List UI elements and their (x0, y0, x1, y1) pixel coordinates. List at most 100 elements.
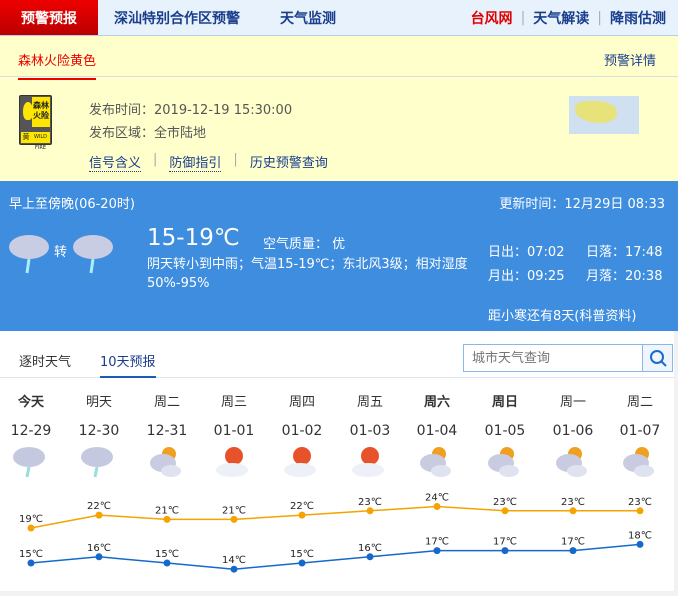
day-name: 周一 (559, 395, 586, 410)
issue-area: 发布区域：全市陆地 (89, 126, 207, 141)
high-point (163, 515, 171, 523)
nav-link-0[interactable]: 台风网 (470, 10, 513, 27)
warning-area-map[interactable] (569, 96, 639, 134)
high-label: 22℃ (87, 501, 111, 512)
rain-icon (81, 447, 113, 478)
nav-shenshan-warning[interactable]: 深汕特别合作区预警 (114, 10, 240, 27)
solar-term-link[interactable]: 距小寒还有8天(科普资料) (488, 309, 637, 324)
search-icon (649, 350, 667, 367)
tab-10day[interactable]: 10天预报 (100, 351, 156, 378)
day-date: 12-31 (146, 423, 188, 439)
day-name: 周三 (220, 395, 247, 410)
day-name: 周五 (356, 395, 383, 410)
nav-warning-forecast[interactable]: 预警预报 (0, 0, 98, 35)
high-point (230, 515, 238, 523)
day-date: 01-03 (349, 423, 391, 439)
low-point (569, 547, 577, 555)
day-date: 01-02 (281, 423, 323, 439)
sunset: 日落：17:48 (586, 245, 663, 260)
forecast-day: 周三 01-01 (204, 391, 264, 485)
forecast-day: 明天 12-30 (69, 391, 129, 485)
weather-desc: 阴天转小到中雨；气温15-19℃；东北风3级；相对湿度50%-95% (147, 257, 468, 291)
low-label: 16℃ (87, 543, 111, 554)
sunrise: 日出：07:02 (488, 245, 565, 260)
warning-detail-link[interactable]: 预警详情 (603, 54, 656, 69)
nav-separator: | (520, 9, 526, 26)
rain-cloud-icon: 转 (9, 235, 113, 274)
history-warning-link[interactable]: 历史预警查询 (249, 156, 328, 171)
low-point (95, 553, 103, 561)
forecast-day: 今天 12-29 (1, 391, 61, 485)
rain-icon (13, 447, 45, 478)
defense-guide-link[interactable]: 防御指引 (169, 152, 222, 172)
day-date: 01-07 (619, 423, 661, 439)
day-name: 周二 (626, 395, 653, 410)
forecast-day: 周四 01-02 (272, 391, 332, 485)
day-date: 12-30 (78, 423, 120, 439)
moonset: 月落：20:38 (586, 269, 663, 284)
high-point (366, 507, 374, 515)
high-label: 24℃ (425, 493, 449, 504)
sunny-cloudy-icon (284, 447, 316, 477)
day-date: 01-05 (484, 423, 526, 439)
low-point (230, 565, 238, 573)
low-point (27, 559, 35, 567)
svg-text:转: 转 (54, 245, 67, 260)
fire-icon (23, 102, 33, 120)
city-search (463, 344, 673, 372)
high-label: 23℃ (493, 497, 517, 508)
day-date: 01-01 (213, 423, 255, 439)
partly-cloudy-icon (150, 447, 181, 477)
high-label: 22℃ (290, 501, 314, 512)
temp-range: 15-19℃ (147, 225, 240, 251)
high-point (95, 511, 103, 519)
low-point (636, 540, 644, 548)
tab-forest-fire-yellow[interactable]: 森林火险黄色 (18, 50, 97, 80)
high-label: 23℃ (561, 497, 585, 508)
today-weather: 早上至傍晚(06-20时) 更新时间：12月29日 08:33 转 15-19℃… (0, 181, 678, 331)
low-label: 15℃ (19, 549, 43, 560)
warning-links: 信号含义 | 防御指引 | 历史预警查询 (89, 152, 328, 172)
high-label: 21℃ (155, 505, 179, 516)
top-nav: 预警预报 深汕特别合作区预警 天气监测 台风网 | 天气解读 | 降雨估测 (0, 0, 678, 36)
day-name: 周二 (153, 395, 180, 410)
signal-meaning-link[interactable]: 信号含义 (89, 152, 142, 172)
partly-cloudy-icon (488, 447, 519, 477)
day-date: 01-06 (552, 423, 594, 439)
low-label: 18℃ (628, 530, 652, 541)
day-date: 12-29 (10, 423, 52, 439)
low-point (501, 547, 509, 555)
low-point (433, 547, 441, 555)
low-label: 17℃ (493, 537, 517, 548)
day-name: 周六 (423, 395, 450, 410)
forecast-day: 周二 12-31 (137, 391, 197, 485)
low-label: 17℃ (561, 537, 585, 548)
forecast-day: 周六 01-04 (407, 391, 467, 485)
forecast-day: 周一 01-06 (543, 391, 603, 485)
signal-en: WILD FIRE (31, 132, 50, 151)
low-label: 14℃ (222, 555, 246, 566)
forecast-day: 周日 01-05 (475, 391, 535, 485)
search-button[interactable] (642, 345, 672, 371)
partly-cloudy-icon (420, 447, 451, 477)
nav-weather-monitor[interactable]: 天气监测 (280, 10, 336, 27)
forecast-panel: 逐时天气 10天预报 今天 12-29 明天 12-30 周二 12-31 周三… (0, 331, 674, 591)
nav-link-2[interactable]: 降雨估测 (610, 10, 666, 27)
tab-hourly[interactable]: 逐时天气 (19, 355, 72, 370)
temperature-chart: 19℃ 22℃ 21℃ 21℃ 22℃ 23℃ 24℃ 23℃ 23℃ 23℃ 15℃ 16℃ 15℃ 1… (19, 493, 652, 573)
sunny-cloudy-icon (216, 447, 248, 477)
day-name: 今天 (17, 395, 44, 410)
low-label: 15℃ (155, 549, 179, 560)
low-point (163, 559, 171, 567)
high-line (30, 505, 640, 529)
high-point (298, 511, 306, 519)
period: 早上至傍晚(06-20时) (9, 197, 135, 212)
air-quality: 空气质量： 优 (263, 237, 346, 252)
warning-panel: 森林火险黄色 预警详情 (0, 36, 678, 181)
nav-link-1[interactable]: 天气解读 (533, 10, 590, 27)
high-label: 19℃ (19, 514, 43, 525)
forest-fire-signal-icon: 森林火险 黄 WILD FIRE (19, 95, 52, 151)
moonrise: 月出：09:25 (488, 269, 565, 284)
city-search-input[interactable] (464, 345, 642, 371)
forecast-day: 周五 01-03 (340, 391, 400, 485)
